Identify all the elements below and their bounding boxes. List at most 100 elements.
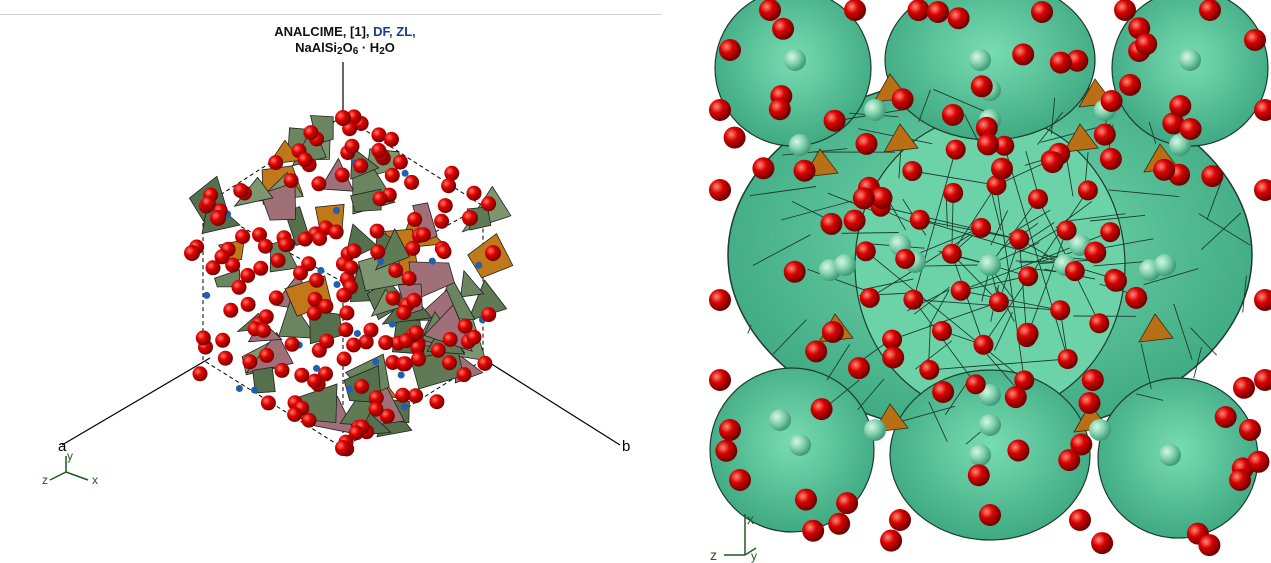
cage-edge bbox=[1140, 343, 1152, 389]
oxygen-atom bbox=[233, 183, 249, 198]
oxygen-atom bbox=[268, 155, 284, 171]
oxygen-atom bbox=[1089, 313, 1110, 334]
cage-edge bbox=[960, 290, 1061, 311]
oxygen-atom bbox=[1004, 386, 1027, 409]
oxygen-atom bbox=[1201, 165, 1224, 188]
sodium-atom bbox=[401, 403, 409, 411]
oxygen-atom bbox=[336, 287, 352, 303]
water-molecule bbox=[769, 409, 791, 431]
oxygen-atom bbox=[348, 425, 364, 441]
cage-edge bbox=[1206, 180, 1222, 220]
water-molecule bbox=[1089, 419, 1111, 441]
water-molecule bbox=[789, 134, 811, 156]
cage-edge bbox=[1173, 303, 1193, 360]
oxygen-atom bbox=[1007, 439, 1030, 462]
oxygen-atom bbox=[709, 179, 731, 201]
code-df-link[interactable]: DF, bbox=[373, 24, 393, 39]
oxygen-atom bbox=[384, 131, 399, 147]
oxygen-atom bbox=[1239, 419, 1261, 441]
water-molecule bbox=[1169, 134, 1191, 156]
left-crystal-svg[interactable]: a b y z x bbox=[0, 0, 670, 563]
triad-x-label: x bbox=[92, 473, 98, 487]
oxygen-atom bbox=[346, 243, 362, 259]
oxygen-atom bbox=[802, 519, 825, 542]
oxygen-atom bbox=[309, 272, 325, 288]
oxygen-atom bbox=[1179, 118, 1202, 140]
cage-edge bbox=[991, 193, 1002, 231]
oxygen-atom bbox=[994, 135, 1015, 156]
oxygen-atom bbox=[379, 408, 395, 424]
sodium-atom bbox=[333, 281, 341, 288]
oxygen-atom bbox=[723, 126, 746, 149]
tetrahedron bbox=[278, 298, 318, 339]
cage-edge bbox=[1193, 346, 1202, 379]
oxygen-atom bbox=[328, 224, 344, 240]
oxygen-atom bbox=[411, 351, 426, 367]
aluminum-tetrahedron bbox=[1138, 313, 1174, 343]
oxygen-atom bbox=[335, 440, 351, 456]
oxygen-atom bbox=[973, 334, 994, 355]
cage-edge bbox=[772, 319, 807, 355]
oxygen-atom bbox=[401, 271, 417, 286]
cage-edge bbox=[928, 325, 931, 366]
cage-edge bbox=[747, 324, 752, 334]
oxygen-atom bbox=[301, 412, 317, 428]
cage-edge bbox=[928, 401, 948, 442]
oxygen-atom bbox=[1254, 369, 1271, 391]
oxygen-atom bbox=[441, 355, 457, 371]
code-zl-link[interactable]: ZL, bbox=[396, 24, 416, 39]
oxygen-atom bbox=[195, 330, 211, 346]
oxygen-atom bbox=[1058, 449, 1081, 472]
oxygen-atom bbox=[1169, 95, 1192, 117]
oxygen-atom bbox=[192, 366, 208, 382]
oxygen-atom bbox=[709, 99, 731, 121]
right-cage-svg[interactable]: x z y bbox=[700, 0, 1271, 563]
oxygen-atom bbox=[370, 244, 386, 260]
oxygen-atom bbox=[1229, 469, 1251, 491]
right-structure-view: x z y bbox=[700, 0, 1271, 563]
oxygen-atom bbox=[947, 7, 970, 30]
orientation-triad-left bbox=[49, 456, 89, 481]
structure-title: ANALCIME, [1], DF, ZL, NaAlSi2O6 · H2O bbox=[200, 24, 490, 57]
oxygen-atom bbox=[1012, 43, 1035, 66]
top-divider bbox=[0, 14, 662, 15]
oxygen-atom bbox=[318, 298, 334, 314]
cage-edge bbox=[919, 219, 1020, 240]
oxygen-atom bbox=[1214, 406, 1237, 428]
sodium-atom bbox=[377, 257, 385, 265]
oxygen-atom bbox=[407, 211, 423, 227]
oxygen-atom bbox=[378, 335, 394, 351]
cage-edge bbox=[1069, 213, 1126, 222]
oxygen-atom bbox=[429, 394, 445, 410]
oxygen-atom bbox=[368, 390, 384, 406]
oxygen-atom bbox=[215, 332, 231, 348]
oxygen-atom bbox=[793, 159, 816, 182]
cage-edge bbox=[863, 278, 914, 290]
oxygen-atom bbox=[848, 357, 870, 380]
water-molecule bbox=[784, 49, 806, 71]
oxygen-atom bbox=[820, 212, 843, 235]
oxygen-atom bbox=[971, 217, 992, 238]
oxygen-atom bbox=[880, 529, 903, 552]
oxygen-atom bbox=[882, 346, 905, 369]
cage-edge bbox=[1200, 212, 1242, 251]
b-axis-line bbox=[481, 357, 621, 446]
cage-edge bbox=[913, 299, 977, 385]
oxygen-atom bbox=[485, 245, 501, 261]
cage-edge bbox=[993, 311, 1013, 351]
cage-edge bbox=[913, 299, 1061, 311]
oxygen-atom bbox=[385, 290, 401, 306]
oxygen-atom bbox=[715, 439, 738, 462]
cage-edge bbox=[1050, 97, 1056, 135]
oxygen-atom bbox=[828, 512, 851, 535]
water-molecule bbox=[1159, 444, 1181, 466]
oxygen-atom bbox=[889, 509, 911, 531]
cage-edge bbox=[1102, 238, 1154, 249]
title-line-1: ANALCIME, [1], DF, ZL, bbox=[200, 24, 490, 40]
oxygen-atom bbox=[859, 287, 880, 308]
oxygen-atom bbox=[1057, 349, 1078, 369]
cage-edge bbox=[1003, 145, 1069, 360]
cage-edge bbox=[1019, 228, 1060, 253]
oxygen-atom bbox=[843, 209, 866, 232]
oxygen-atom bbox=[970, 75, 993, 98]
